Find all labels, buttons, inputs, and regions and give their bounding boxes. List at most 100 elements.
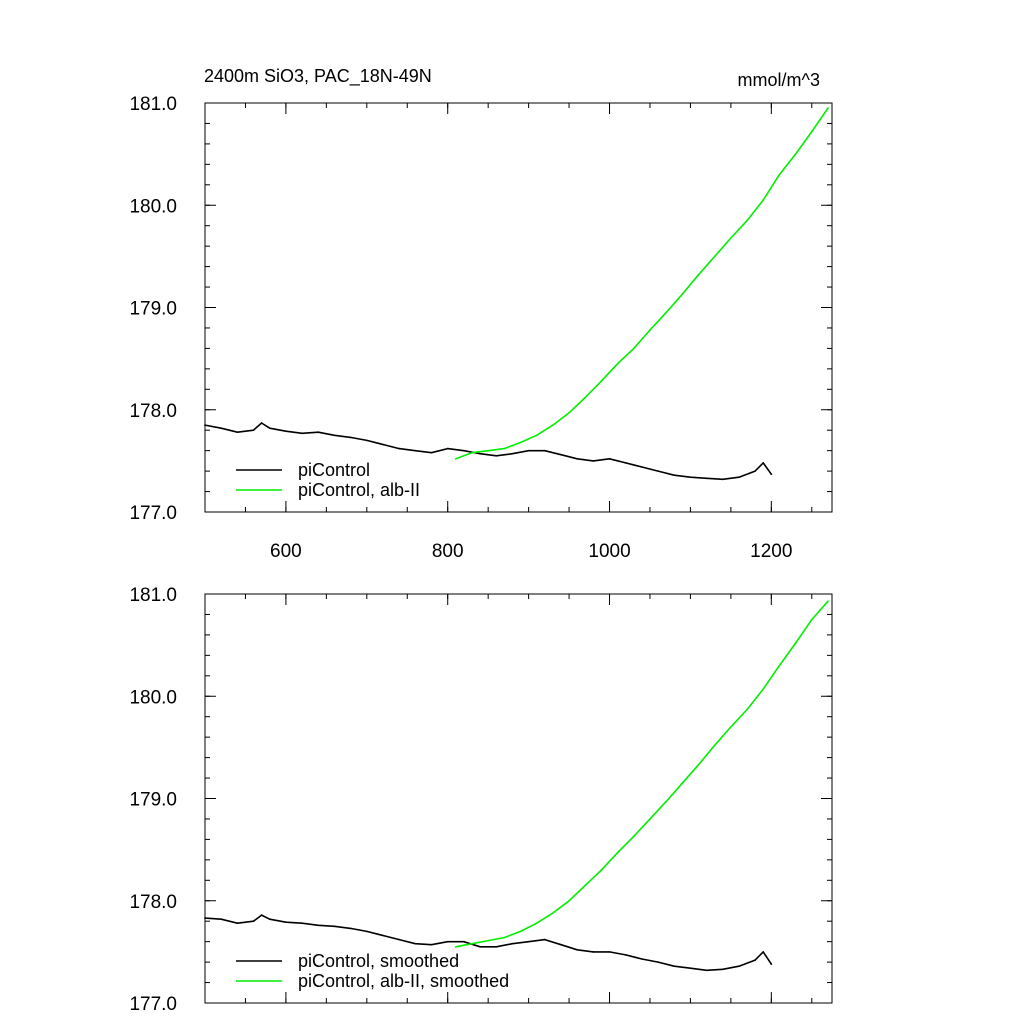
data-point (301, 432, 303, 435)
y-tick-label: 181.0 (129, 585, 177, 606)
chart-title: 2400m SiO3, PAC_18N-49N (204, 66, 432, 87)
data-point (568, 900, 570, 902)
data-point (544, 938, 546, 941)
legend-label: piControl, alb-II (298, 480, 420, 500)
data-point (689, 967, 692, 969)
data-point (584, 396, 586, 399)
data-point (446, 447, 449, 450)
data-point (713, 744, 716, 747)
series-line-picontrol (204, 914, 773, 972)
data-point (552, 424, 554, 426)
units-label: mmol/m^3 (738, 70, 820, 90)
data-point (366, 439, 368, 442)
data-point (762, 199, 764, 201)
data-point (649, 818, 651, 820)
data-point (762, 462, 764, 464)
y-tick-label: 180.0 (129, 196, 177, 217)
data-point (455, 946, 457, 948)
data-point (600, 380, 603, 382)
data-point (746, 219, 748, 222)
data-point (770, 963, 773, 965)
data-point (519, 930, 522, 933)
data-point (697, 274, 700, 276)
data-point (317, 431, 320, 434)
data-point (220, 918, 222, 920)
data-point (268, 427, 271, 430)
data-point (827, 107, 829, 109)
data-point (730, 237, 732, 239)
data-point (511, 942, 514, 945)
data-point (722, 478, 724, 481)
data-point (446, 940, 449, 943)
x-tick-label: 1000 (588, 541, 630, 562)
data-point (220, 427, 222, 430)
data-point (673, 474, 675, 477)
data-point (463, 940, 465, 943)
data-point (608, 951, 611, 953)
data-point (754, 959, 756, 961)
data-point (754, 470, 756, 472)
data-point (544, 449, 546, 452)
x-tick-label: 1200 (750, 541, 792, 562)
data-point (633, 835, 635, 838)
data-point (382, 934, 384, 937)
data-point (778, 173, 781, 176)
data-point (527, 449, 530, 452)
data-point (811, 618, 813, 621)
data-point (705, 477, 708, 480)
data-point (430, 943, 433, 946)
data-point (794, 153, 797, 155)
data-point (576, 949, 578, 951)
data-point (398, 447, 401, 450)
data-point (552, 912, 554, 914)
data-point (592, 951, 595, 953)
data-point (204, 917, 206, 919)
data-point (641, 958, 643, 960)
data-point (333, 925, 336, 928)
data-point (430, 451, 433, 454)
data-point (495, 946, 498, 948)
data-point (260, 422, 263, 424)
data-point (811, 130, 813, 133)
y-tick-label: 181.0 (129, 94, 177, 115)
data-point (616, 362, 619, 365)
data-point (584, 884, 586, 887)
plot-frame (204, 102, 833, 513)
plot-frame (204, 593, 833, 1004)
data-point (624, 462, 627, 464)
data-point (463, 449, 465, 452)
data-point (260, 914, 263, 916)
data-point (616, 851, 619, 854)
data-point (697, 764, 700, 766)
y-tick-label: 177.0 (129, 503, 177, 524)
y-tick-label: 178.0 (129, 892, 177, 913)
data-point (608, 458, 611, 460)
x-tick-label: 600 (270, 541, 302, 562)
y-tick-label: 180.0 (129, 687, 177, 708)
y-tick-label: 179.0 (129, 299, 177, 320)
data-point (349, 436, 352, 439)
data-point (382, 443, 384, 446)
data-point (673, 965, 675, 967)
data-point (681, 782, 684, 784)
series-line-picontrol (204, 422, 773, 481)
data-point (252, 920, 255, 922)
data-point (568, 412, 570, 414)
data-point (487, 939, 490, 942)
data-point (285, 430, 287, 433)
data-point (285, 921, 287, 923)
data-point (479, 946, 481, 948)
data-point (511, 452, 514, 455)
data-point (236, 922, 239, 924)
data-point (592, 460, 595, 462)
y-tick-label: 179.0 (129, 790, 177, 811)
data-point (560, 943, 562, 946)
series-line-alb-ii (454, 107, 829, 460)
legend-label: piControl, alb-II, smoothed (298, 971, 509, 991)
data-point (414, 449, 417, 452)
data-point (827, 600, 829, 602)
data-point (252, 429, 255, 432)
data-point (301, 922, 303, 924)
x-tick-label: 800 (432, 541, 464, 562)
